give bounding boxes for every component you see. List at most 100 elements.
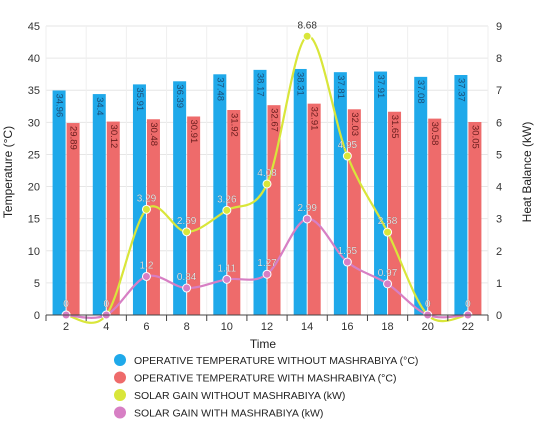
bar-value-label: 38.17: [254, 73, 265, 97]
bar-value-label: 38.31: [295, 72, 306, 96]
point-value-label: 0: [63, 299, 69, 310]
point-value-label: 0: [425, 299, 431, 310]
bar-value-label: 37.37: [455, 78, 466, 102]
bar-without-mashrabiya: [293, 68, 307, 316]
line-point: [383, 279, 393, 289]
line-point: [182, 227, 192, 237]
point-value-label: 0.84: [177, 272, 197, 283]
right-tick-label: 4: [496, 182, 502, 194]
point-value-label: 0: [103, 299, 109, 310]
bar-with-mashrabiya: [66, 123, 80, 315]
left-tick-label: 40: [28, 53, 40, 65]
legend-swatch: [114, 371, 126, 384]
point-value-label: 2.58: [378, 216, 398, 227]
line-solar-gain-without: [65, 35, 469, 324]
x-tick-label: 18: [381, 321, 393, 333]
right-tick-label: 9: [496, 21, 502, 33]
legend-entry: SOLAR GAIN WITH MASHRABIYA (kW): [134, 408, 323, 420]
right-tick-label: 3: [496, 214, 502, 226]
bar-with-mashrabiya: [227, 110, 241, 315]
x-tick-label: 16: [341, 321, 353, 333]
legend-entry: OPERATIVE TEMPERATURE WITH MASHRABIYA (°…: [134, 373, 396, 385]
legend-swatch: [114, 406, 126, 419]
legend: OPERATIVE TEMPERATURE WITHOUT MASHRABIYA…: [114, 354, 418, 420]
point-value-label: 3.26: [217, 194, 237, 205]
bar-value-label: 30.12: [108, 125, 119, 149]
left-tick-label: 15: [28, 214, 40, 226]
point-value-label: 2.59: [177, 216, 197, 227]
bar-value-label: 32.67: [268, 108, 279, 132]
bar-with-mashrabiya: [428, 118, 442, 315]
line-point: [302, 31, 312, 41]
bar-value-label: 30.48: [148, 122, 159, 146]
line-point: [182, 283, 192, 293]
x-tick-label: 12: [261, 321, 273, 333]
point-value-label: 0: [103, 299, 109, 310]
bar-value-label: 29.89: [68, 126, 79, 150]
point-value-label: 1.11: [217, 263, 236, 274]
legend-entry: OPERATIVE TEMPERATURE WITHOUT MASHRABIYA…: [134, 355, 418, 367]
bar-value-label: 31.92: [228, 113, 239, 137]
bar-with-mashrabiya: [187, 116, 201, 316]
left-axis-title: Temperature (°C): [1, 126, 15, 218]
bars: [52, 68, 482, 316]
point-value-label: 0: [63, 299, 69, 310]
left-tick-label: 35: [28, 85, 40, 97]
lines: [61, 31, 473, 324]
point-value-label: 3.29: [137, 193, 157, 204]
bar-without-mashrabiya: [454, 75, 468, 315]
bar-value-label: 37.08: [415, 80, 426, 104]
x-tick-label: 8: [184, 321, 190, 333]
bar-without-mashrabiya: [333, 72, 347, 315]
x-tick-label: 4: [103, 321, 109, 333]
left-tick-label: 25: [28, 149, 40, 161]
x-tick-label: 2: [63, 321, 69, 333]
point-value-label: 1.27: [257, 258, 277, 269]
left-tick-label: 0: [34, 310, 40, 322]
line-point: [262, 179, 272, 189]
line-point: [141, 204, 151, 214]
left-tick-label: 30: [28, 117, 40, 129]
bar-value-label: 32.03: [349, 112, 360, 136]
line-point: [342, 151, 352, 161]
bar-with-mashrabiya: [146, 119, 160, 315]
legend-entry: SOLAR GAIN WITHOUT MASHRABIYA (kW): [134, 390, 345, 402]
bar-with-mashrabiya: [468, 122, 482, 315]
point-value-label: 4.95: [338, 140, 358, 151]
bar-value-label: 30.58: [429, 122, 440, 146]
bar-without-mashrabiya: [92, 94, 106, 315]
point-value-label: 1.65: [338, 246, 358, 257]
right-tick-label: 8: [496, 53, 502, 65]
bar-value-label: 32.91: [309, 107, 320, 131]
legend-swatch: [114, 389, 126, 401]
bar-with-mashrabiya: [267, 105, 281, 315]
x-tick-label: 10: [221, 321, 233, 333]
bar-value-label: 36.39: [174, 84, 185, 108]
legend-swatch: [114, 354, 126, 366]
right-tick-label: 7: [496, 85, 502, 97]
line-point: [222, 205, 232, 215]
bar-value-label: 31.65: [389, 115, 400, 139]
bar-value-label: 34.4: [94, 97, 105, 116]
bar-with-mashrabiya: [307, 103, 321, 315]
bar-value-label: 35.91: [134, 87, 145, 111]
left-tick-label: 10: [28, 246, 40, 258]
bar-value-label: 30.05: [469, 125, 480, 149]
line-point: [222, 274, 232, 284]
point-value-label: 0.97: [378, 268, 398, 279]
x-tick-label: 6: [143, 321, 149, 333]
right-tick-label: 6: [496, 117, 502, 129]
bar-with-mashrabiya: [106, 121, 120, 315]
bar-without-mashrabiya: [52, 90, 66, 315]
left-tick-label: 20: [28, 182, 40, 194]
point-value-label: 2.99: [297, 203, 317, 214]
right-tick-label: 1: [496, 278, 502, 290]
bar-value-label: 37.81: [335, 75, 346, 99]
bar-value-label: 37.91: [375, 75, 386, 99]
right-axis-title: Heat Balance (kW): [520, 122, 534, 223]
left-tick-label: 5: [34, 278, 40, 290]
line-point: [262, 269, 272, 279]
line-point: [383, 227, 393, 237]
